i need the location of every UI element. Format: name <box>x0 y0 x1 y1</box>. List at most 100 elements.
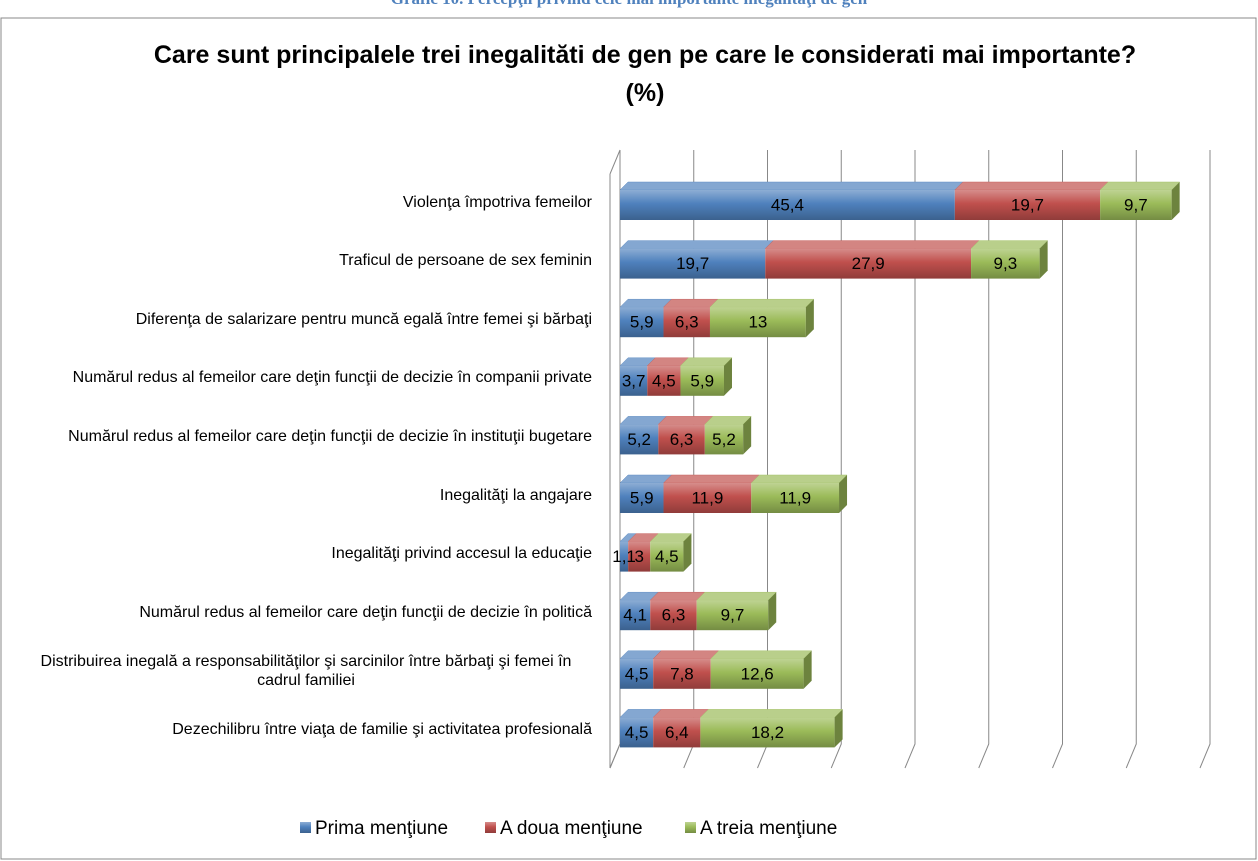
bar <box>704 424 744 455</box>
data-label: 9,7 <box>721 606 745 625</box>
data-label: 11,9 <box>691 488 723 507</box>
bar-top <box>699 709 844 718</box>
bar <box>620 717 654 748</box>
bar-top <box>1099 181 1181 191</box>
bar-side <box>805 299 814 338</box>
category-text: Numărul redus al femeilor care deţin fun… <box>68 427 592 445</box>
bar <box>680 365 724 396</box>
bar-top <box>704 416 752 425</box>
bar <box>663 307 710 338</box>
data-label: 4,5 <box>655 547 679 566</box>
bar-top <box>709 298 815 308</box>
bar-top <box>679 357 733 367</box>
bar <box>653 717 701 748</box>
bar-top <box>657 416 714 425</box>
grid-line <box>1052 150 1063 769</box>
bar <box>765 248 972 279</box>
data-label: 5,2 <box>627 430 651 449</box>
category-text: Violenţa împotriva femeilor <box>402 193 592 211</box>
bar <box>628 541 651 572</box>
data-label: 27,9 <box>852 254 885 273</box>
category-text: Numărul redus al femeilor care deţin fun… <box>72 369 592 387</box>
data-label: 9,3 <box>994 254 1018 273</box>
legend-swatch <box>485 822 496 833</box>
legend-label: A treia menţiune <box>700 818 837 839</box>
category-label: Violenţa împotriva femeilor <box>20 177 592 227</box>
data-label: 4,5 <box>652 371 676 390</box>
category-text: Inegalităţi privind accesul la educaţie <box>331 545 592 563</box>
bar <box>650 541 684 572</box>
bar-side <box>768 592 777 631</box>
data-label: 6,3 <box>662 606 686 625</box>
category-text: Dezechilibru între viaţa de familie şi a… <box>172 720 592 738</box>
bar-side <box>1171 182 1180 220</box>
bar-top <box>652 650 720 660</box>
data-label: 9,7 <box>1124 195 1148 214</box>
bar-side <box>683 533 692 572</box>
bar-side <box>743 416 752 455</box>
category-text: Inegalităţi la angajare <box>439 486 592 504</box>
legend-swatch <box>685 822 696 833</box>
data-label: 6,3 <box>670 430 694 449</box>
caption: Grafic 10. Percepţii privind cele mai im… <box>0 0 1258 9</box>
category-text: Diferenţa de salarizare pentru muncă ega… <box>135 310 592 328</box>
bar <box>653 658 711 689</box>
bar <box>620 424 659 455</box>
data-label: 4,5 <box>625 664 649 683</box>
data-label: 19,7 <box>676 254 709 273</box>
category-label: Distribuirea inegală a responsabilităţil… <box>20 646 592 696</box>
grid-line <box>978 150 990 769</box>
bar <box>710 658 804 689</box>
data-label: 5,2 <box>712 430 736 449</box>
bar-top <box>662 474 760 484</box>
bar-top <box>710 650 813 660</box>
bar <box>620 307 664 338</box>
data-label: 12,6 <box>741 664 774 683</box>
data-label: 13 <box>748 313 767 332</box>
bar-top <box>662 298 719 308</box>
grid-line <box>1199 150 1211 769</box>
legend-label: A doua menţiune <box>500 818 643 839</box>
category-label: Inegalităţi la angajare <box>20 470 592 520</box>
category-label: Numărul redus al femeilor care deţin fun… <box>20 411 592 461</box>
data-label: 11,9 <box>779 488 811 507</box>
data-label: 6,3 <box>675 313 699 332</box>
bar <box>1100 190 1172 220</box>
axis-wall <box>609 149 621 175</box>
bar <box>650 600 697 631</box>
bar-top <box>764 240 980 249</box>
bar-top <box>619 298 673 308</box>
bar-top <box>970 240 1049 249</box>
data-label: 5,9 <box>630 488 654 507</box>
data-label: 1,1 <box>612 547 636 566</box>
data-label: 3,7 <box>622 371 646 390</box>
category-label: Traficul de persoane de sex feminin <box>20 236 592 286</box>
data-label: 6,4 <box>665 723 689 742</box>
data-label: 45,4 <box>771 195 804 214</box>
bar-top <box>619 240 774 249</box>
bar <box>709 307 806 338</box>
bar-top <box>696 591 777 601</box>
bar <box>647 365 681 396</box>
bar-side <box>839 475 848 513</box>
data-label: 19,7 <box>1011 195 1044 214</box>
bar <box>696 600 769 631</box>
data-label: 5,9 <box>690 371 714 390</box>
bar <box>663 483 752 513</box>
bar-top <box>619 474 673 484</box>
bar <box>620 541 629 572</box>
data-label: 3 <box>634 547 643 566</box>
category-label: Dezechilibru între viaţa de familie şi a… <box>20 704 592 754</box>
data-label: 4,5 <box>625 723 649 742</box>
data-label: 7,8 <box>670 664 694 683</box>
bar <box>971 248 1040 279</box>
bar <box>954 190 1101 220</box>
bar <box>620 600 651 631</box>
grid-line <box>830 150 842 769</box>
category-label: Diferenţa de salarizare pentru muncă ega… <box>20 294 592 344</box>
bar <box>620 365 648 396</box>
grid-line <box>1125 150 1137 769</box>
bar-top <box>954 181 1109 191</box>
